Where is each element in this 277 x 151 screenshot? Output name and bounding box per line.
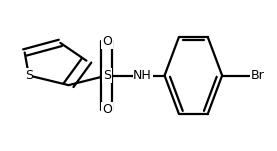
Text: O: O: [102, 103, 112, 116]
Text: S: S: [103, 69, 111, 82]
Text: Br: Br: [251, 69, 265, 82]
Text: NH: NH: [133, 69, 152, 82]
Text: S: S: [25, 69, 33, 82]
Text: O: O: [102, 35, 112, 48]
